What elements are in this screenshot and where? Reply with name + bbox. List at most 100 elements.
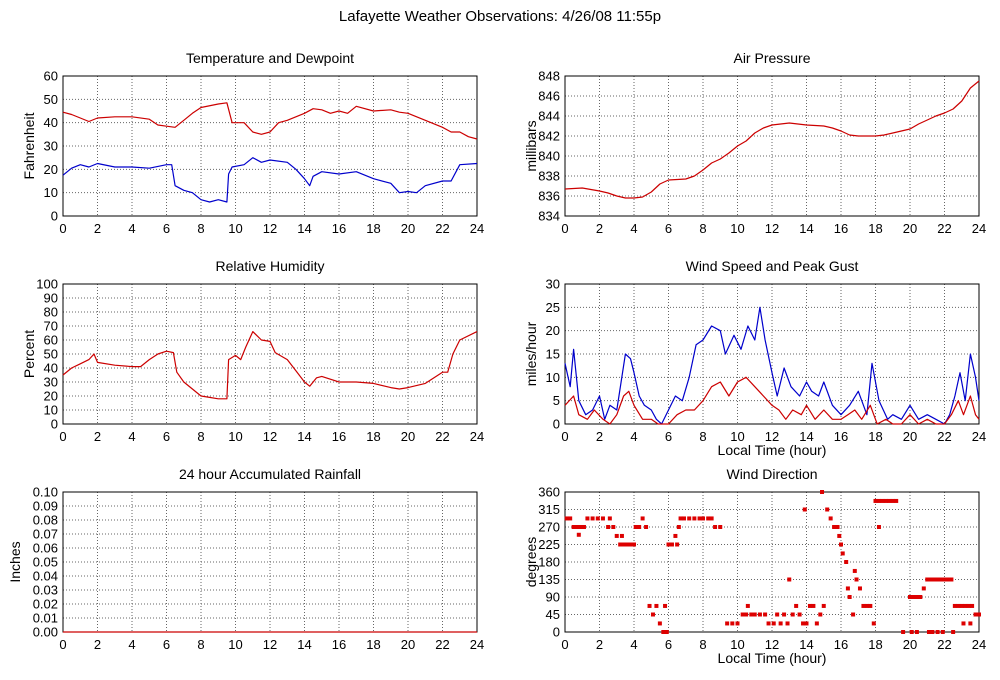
y-axis-label: Percent	[21, 330, 37, 378]
y-tick-label: 0.04	[33, 569, 58, 584]
direction-point	[675, 542, 680, 547]
x-tick-label: 16	[332, 429, 346, 444]
direction-point	[735, 621, 740, 626]
y-tick-label: 90	[546, 590, 560, 605]
direction-point	[802, 507, 807, 512]
direction-point	[868, 603, 873, 608]
plot-frame	[62, 75, 478, 217]
direction-point	[921, 586, 926, 591]
direction-point	[861, 603, 866, 608]
direction-point	[787, 577, 792, 582]
direction-point	[837, 533, 842, 538]
direction-point	[661, 630, 666, 634]
direction-point	[949, 577, 954, 582]
x-tick-label: 0	[59, 429, 66, 444]
direction-point	[575, 525, 580, 529]
direction-point	[709, 516, 714, 521]
direction-point	[930, 630, 935, 634]
direction-point	[890, 498, 895, 503]
direction-point	[697, 516, 702, 521]
x-tick-label: 22	[435, 221, 449, 236]
direction-point	[725, 621, 730, 626]
plot-frame	[62, 283, 478, 425]
y-tick-label: 842	[538, 129, 560, 144]
direction-point	[669, 542, 674, 547]
x-tick-label: 16	[834, 637, 848, 652]
chart-title: Temperature and Dewpoint	[186, 50, 354, 66]
x-tick-label: 12	[263, 637, 277, 652]
y-axis-label: Fahrenheit	[21, 112, 37, 179]
y-tick-label: 30	[44, 139, 58, 154]
direction-point	[650, 612, 655, 617]
direction-point	[828, 516, 833, 521]
temp-series-1-line	[62, 157, 478, 203]
y-tick-label: 10	[546, 370, 560, 385]
direction-point	[821, 603, 826, 608]
direction-point	[581, 525, 586, 529]
direction-point	[766, 621, 771, 626]
direction-point	[628, 542, 633, 547]
direction-point	[673, 533, 678, 538]
temp-series-0-line	[62, 102, 478, 140]
x-tick-label: 10	[228, 637, 242, 652]
x-tick-label: 12	[263, 221, 277, 236]
direction-point	[706, 516, 711, 521]
y-tick-label: 60	[44, 333, 58, 348]
y-tick-label: 20	[44, 162, 58, 177]
direction-point	[571, 525, 576, 529]
direction-point	[611, 525, 616, 529]
x-tick-label: 2	[94, 637, 101, 652]
y-tick-label: 846	[538, 89, 560, 104]
direction-point	[814, 621, 819, 626]
x-tick-label: 10	[730, 637, 744, 652]
x-axis-label: Local Time (hour)	[718, 442, 827, 458]
direction-point	[618, 542, 623, 547]
direction-point	[887, 498, 892, 503]
x-tick-label: 10	[730, 221, 744, 236]
x-tick-label: 0	[59, 637, 66, 652]
x-axis-label: Local Time (hour)	[718, 650, 827, 666]
y-tick-label: 0.08	[33, 513, 58, 528]
direction-point	[568, 516, 573, 521]
x-tick-label: 22	[435, 637, 449, 652]
x-tick-label: 18	[868, 637, 882, 652]
direction-point	[578, 525, 583, 529]
x-tick-label: 4	[630, 221, 637, 236]
direction-point	[911, 595, 916, 599]
y-tick-label: 135	[538, 572, 560, 587]
direction-point	[845, 586, 850, 591]
x-tick-label: 24	[972, 637, 986, 652]
pres-series-0-line	[564, 80, 980, 199]
direction-point	[804, 621, 809, 626]
direction-point	[654, 603, 659, 608]
x-tick-label: 0	[59, 221, 66, 236]
direction-point	[925, 577, 930, 582]
direction-point	[952, 603, 957, 608]
wind-series-1-line	[564, 376, 980, 425]
x-tick-label: 12	[765, 429, 779, 444]
direction-point	[607, 516, 612, 521]
x-tick-label: 2	[94, 221, 101, 236]
direction-point	[961, 621, 966, 626]
direction-point	[621, 542, 626, 547]
x-tick-label: 24	[470, 221, 484, 236]
direction-point	[606, 525, 611, 529]
y-tick-label: 10	[44, 403, 58, 418]
direction-point	[883, 498, 888, 503]
direction-point	[818, 612, 823, 617]
direction-point	[637, 525, 642, 529]
x-tick-label: 10	[228, 429, 242, 444]
x-tick-label: 24	[972, 429, 986, 444]
y-tick-label: 0.07	[33, 527, 58, 542]
direction-point	[692, 516, 697, 521]
x-tick-label: 4	[128, 429, 135, 444]
chart-title: Relative Humidity	[216, 258, 325, 274]
direction-point	[811, 603, 816, 608]
direction-point	[632, 542, 636, 547]
x-tick-label: 18	[868, 429, 882, 444]
direction-point	[854, 577, 859, 582]
direction-point	[740, 612, 745, 617]
